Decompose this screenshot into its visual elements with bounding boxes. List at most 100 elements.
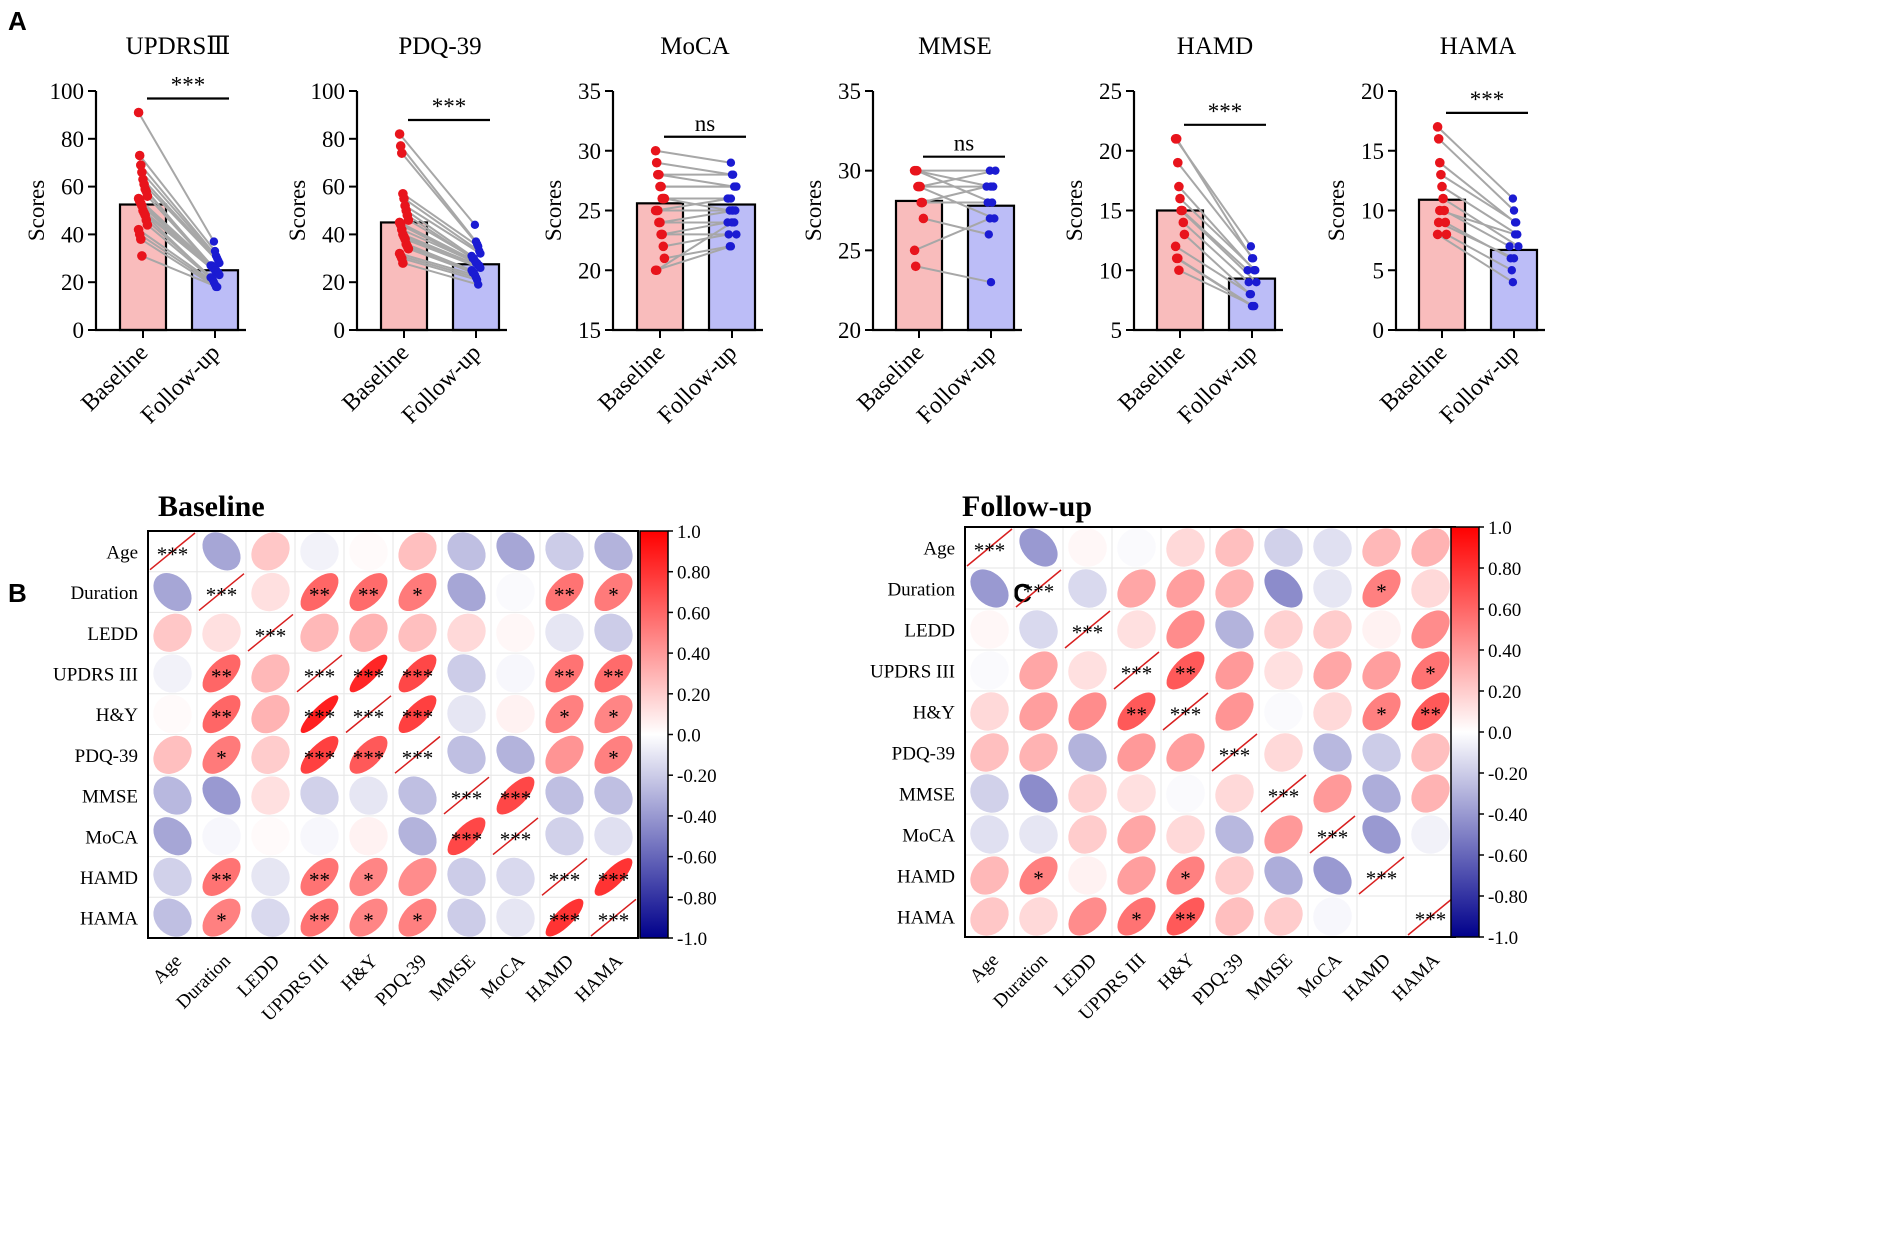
paired-line: [923, 217, 990, 236]
correlation-ellipse: [398, 613, 437, 652]
correlation-ellipse: [202, 898, 241, 937]
paired-line: [656, 161, 733, 176]
correlation-ellipse: [1068, 856, 1107, 895]
follow-up-point: [1512, 218, 1521, 227]
paired-line: [655, 245, 732, 272]
correlation-ellipse: [545, 613, 584, 652]
baseline-point: [651, 265, 662, 276]
correlation-ellipse: [1313, 651, 1352, 690]
chart-title: MMSE: [918, 33, 992, 60]
significance-stars: ***: [353, 746, 385, 770]
paired-line: [915, 265, 992, 284]
y-tick-label: 25: [578, 199, 601, 224]
correlation-ellipse: [970, 692, 1009, 731]
paired-line: [400, 254, 477, 279]
correlation-ellipse: [545, 573, 584, 612]
correlation-ellipse: [447, 532, 486, 571]
correlation-ellipse: [153, 694, 192, 734]
y-tick-label: 15: [1361, 139, 1384, 164]
x-tick-label: Follow-up: [136, 340, 225, 429]
row-label: PDQ-39: [75, 746, 138, 767]
chart-title: MoCA: [660, 33, 729, 60]
y-tick-label: 20: [1099, 139, 1122, 164]
significance-stars: ***: [500, 787, 532, 811]
x-tick-label: Follow-up: [397, 340, 486, 429]
paired-line: [914, 217, 991, 252]
baseline-point: [1175, 193, 1185, 204]
correlation-ellipse: [1313, 610, 1352, 649]
correlation-ellipse: [594, 532, 633, 571]
correlation-ellipse: [1166, 569, 1205, 608]
correlation-ellipse: [398, 776, 437, 815]
panel-label-c: C: [1013, 578, 1032, 608]
paired-line: [1178, 269, 1255, 308]
significance-stars: ***: [1121, 662, 1153, 686]
significance-label: ***: [432, 94, 467, 119]
correlation-ellipse: [202, 776, 241, 815]
colorbar-tick-label: 1.0: [677, 522, 701, 543]
correlation-ellipse: [398, 857, 437, 896]
correlation-ellipse: [545, 898, 584, 937]
y-tick-label: 15: [1099, 199, 1122, 224]
significance-stars: ***: [549, 909, 581, 933]
baseline-point: [657, 229, 667, 240]
significance-stars: **: [211, 664, 232, 688]
correlation-ellipse: [349, 654, 388, 693]
correlation-ellipse: [1264, 897, 1303, 936]
paired-line: [141, 171, 218, 259]
correlation-ellipse: [251, 654, 290, 693]
y-tick-label: 20: [1361, 79, 1384, 104]
correlation-ellipse: [202, 735, 241, 774]
paired-line: [142, 209, 219, 274]
follow-up-point: [986, 278, 996, 287]
baseline-point: [1170, 241, 1181, 252]
correlation-ellipse: [398, 573, 437, 612]
correlation-ellipse: [1068, 897, 1107, 936]
y-axis-label: Scores: [1062, 180, 1087, 241]
correlation-ellipse: [970, 651, 1009, 690]
y-tick-label: 40: [61, 222, 84, 247]
baseline-point: [1437, 181, 1447, 192]
baseline-point: [1174, 181, 1184, 192]
colorbar-tick-label: 0.80: [677, 563, 710, 584]
significance-stars: ***: [598, 868, 630, 892]
column-label: HAMA: [571, 950, 627, 1006]
correlation-ellipse: [594, 695, 633, 734]
correlation-ellipse: [970, 856, 1009, 895]
baseline-point: [403, 243, 414, 254]
correlation-ellipse: [1313, 733, 1352, 772]
y-tick-label: 60: [322, 175, 345, 200]
paired-line: [140, 202, 217, 271]
row-label: H&Y: [96, 705, 139, 726]
y-tick-label: 100: [50, 79, 85, 104]
correlation-ellipse: [1362, 897, 1401, 936]
correlation-ellipse: [970, 815, 1009, 854]
follow-up-point: [984, 230, 993, 239]
paired-line: [403, 197, 480, 252]
correlation-ellipse: [153, 776, 192, 815]
row-label: H&Y: [913, 703, 956, 724]
correlation-ellipse: [153, 613, 192, 652]
y-tick-label: 10: [1099, 258, 1122, 283]
baseline-point: [1435, 205, 1445, 216]
paired-line: [1443, 209, 1511, 248]
paired-line: [1440, 173, 1517, 224]
paired-line: [402, 192, 479, 248]
paired-line: [404, 204, 481, 255]
colorbar-tick-label: 0.40: [677, 644, 710, 665]
correlation-ellipse: [202, 695, 241, 734]
significance-stars: ***: [304, 664, 336, 688]
significance-stars: ***: [451, 787, 483, 811]
follow-up-point: [1508, 278, 1518, 287]
significance-stars: *: [559, 705, 570, 729]
row-label: Age: [106, 542, 138, 563]
significance-stars: *: [363, 868, 374, 892]
correlation-ellipse: [1411, 815, 1450, 854]
diagonal-line: [1211, 733, 1258, 772]
significance-stars: *: [216, 746, 227, 770]
follow-up-point: [1507, 266, 1517, 275]
follow-up-point: [476, 263, 485, 273]
diagonal-line: [198, 573, 245, 611]
correlation-ellipse: [1264, 856, 1303, 895]
significance-stars: **: [1175, 662, 1196, 686]
